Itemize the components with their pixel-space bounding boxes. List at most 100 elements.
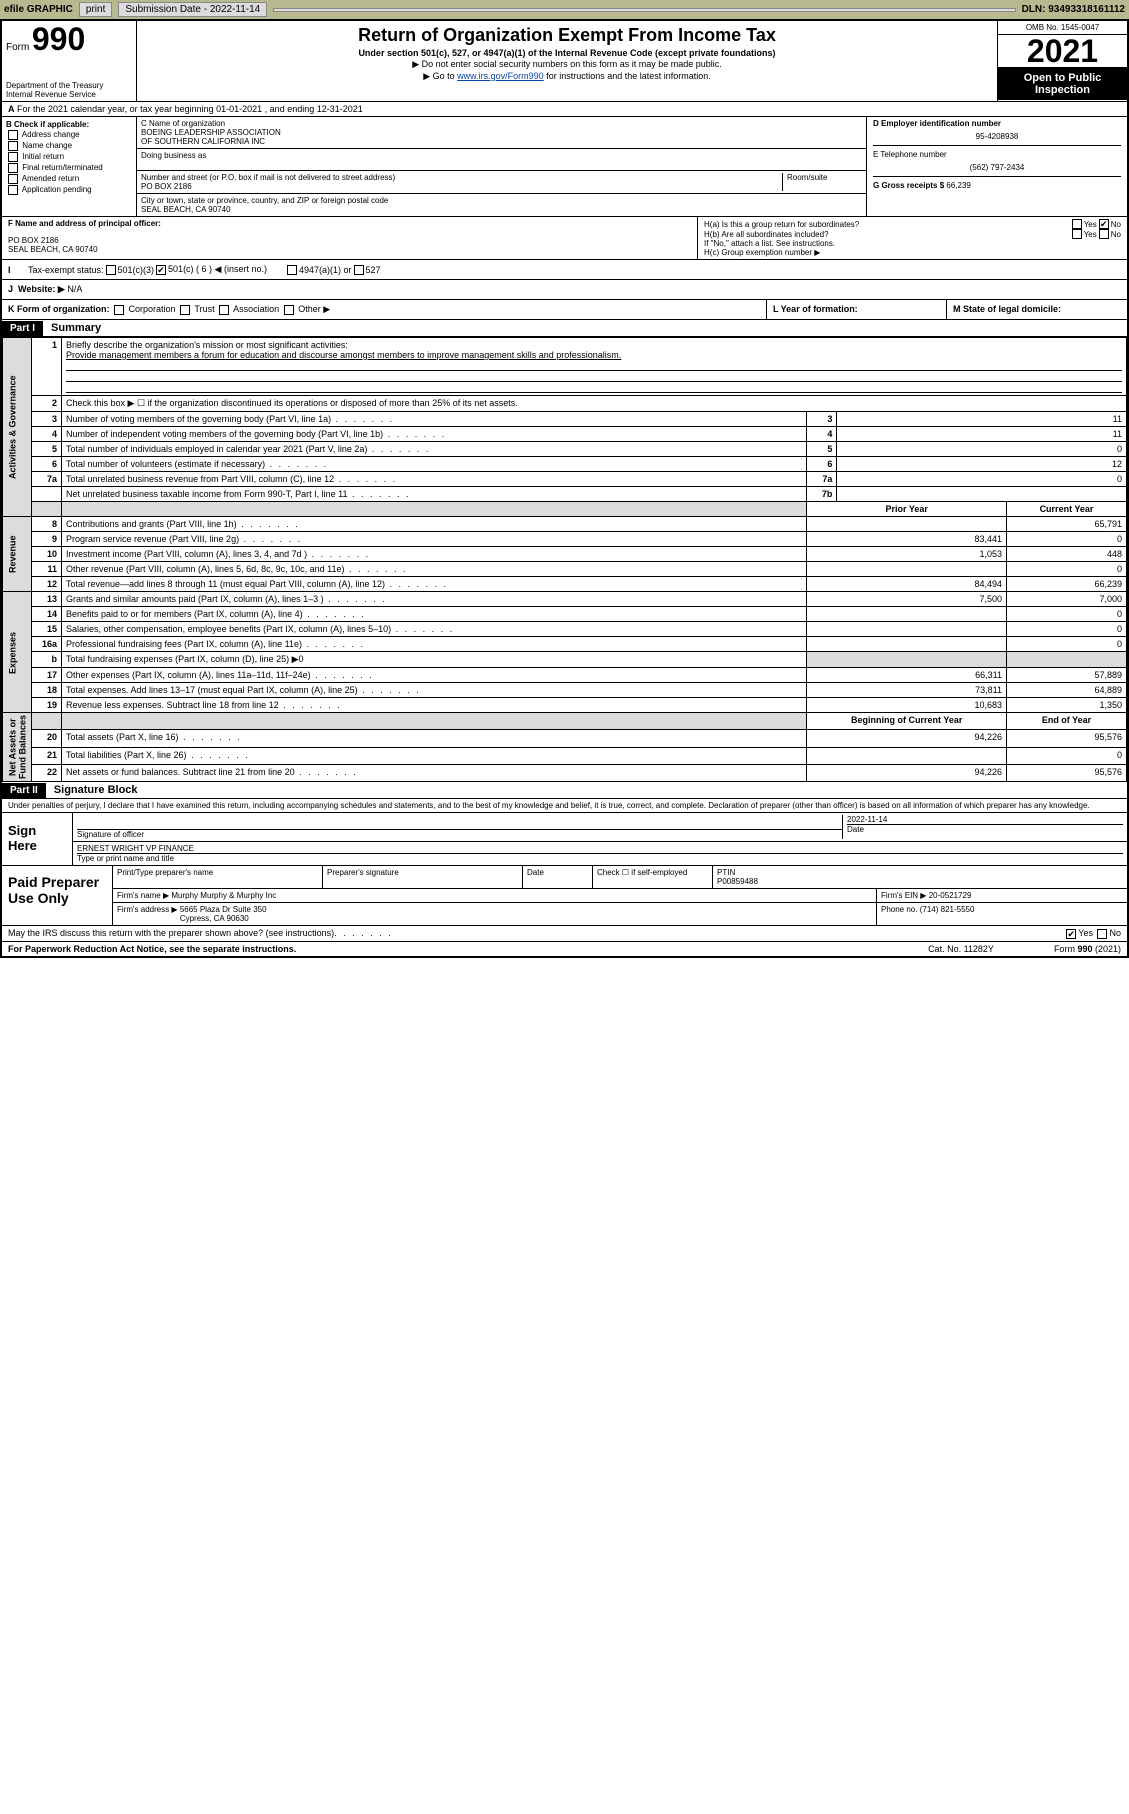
chk-501c3[interactable] <box>106 265 116 275</box>
submission-date: Submission Date - 2022-11-14 <box>118 2 267 17</box>
phone-label: E Telephone number <box>873 150 1121 159</box>
l1-label: Briefly describe the organization's miss… <box>66 340 348 350</box>
tax-year: 2021 <box>998 35 1127 68</box>
pra-notice: For Paperwork Reduction Act Notice, see … <box>8 944 296 954</box>
chk-pending[interactable]: Application pending <box>6 185 132 195</box>
chk-assoc[interactable] <box>219 305 229 315</box>
print-button[interactable]: print <box>79 2 112 17</box>
chk-initial[interactable]: Initial return <box>6 152 132 162</box>
row-i: I Tax-exempt status: 501(c)(3) ✔ 501(c) … <box>2 260 1127 280</box>
chk-4947[interactable] <box>287 265 297 275</box>
dba-block: Doing business as <box>137 149 866 171</box>
tab-activities: Activities & Governance <box>3 338 32 517</box>
end-year-hdr: End of Year <box>1007 713 1127 730</box>
summary-table: Activities & Governance 1 Briefly descri… <box>2 337 1127 782</box>
f-addr: PO BOX 2186 SEAL BEACH, CA 90740 <box>8 236 691 254</box>
col-d: D Employer identification number 95-4208… <box>867 117 1127 216</box>
chk-501c[interactable]: ✔ <box>156 265 166 275</box>
firm-ein: 20-0521729 <box>929 891 972 900</box>
ein-block: D Employer identification number 95-4208… <box>873 119 1121 146</box>
tab-expenses: Expenses <box>3 592 32 713</box>
hb-no[interactable] <box>1099 229 1109 239</box>
paid-label: Paid Preparer Use Only <box>2 866 112 925</box>
addr-label: Number and street (or P.O. box if mail i… <box>141 173 782 182</box>
col-c: C Name of organization BOEING LEADERSHIP… <box>137 117 867 216</box>
city: SEAL BEACH, CA 90740 <box>141 205 862 214</box>
sig-officer-label: Signature of officer <box>77 829 842 839</box>
prep-date-hdr: Date <box>523 866 593 888</box>
room-label: Room/suite <box>782 173 862 191</box>
l1-val: Provide management members a forum for e… <box>66 350 621 360</box>
chk-trust[interactable] <box>180 305 190 315</box>
dln: DLN: 93493318161112 <box>1022 4 1125 15</box>
l-label: L Year of formation: <box>773 304 858 314</box>
sig-date-val: 2022-11-14 <box>847 815 1123 824</box>
discuss-label: May the IRS discuss this return with the… <box>8 928 334 938</box>
hc-label: H(c) Group exemption number ▶ <box>704 248 1121 257</box>
gross: 66,239 <box>946 181 970 190</box>
discuss-yes[interactable]: ✔ <box>1066 929 1076 939</box>
sub3-pre: ▶ Go to <box>423 71 457 81</box>
efile-label: efile GRAPHIC <box>4 4 73 15</box>
beg-year-hdr: Beginning of Current Year <box>807 713 1007 730</box>
section-bcd: B Check if applicable: Address change Na… <box>2 117 1127 217</box>
org-name-block: C Name of organization BOEING LEADERSHIP… <box>137 117 866 149</box>
part2-badge: Part II <box>2 783 46 798</box>
sign-here-label: Sign Here <box>2 813 72 865</box>
header-right: OMB No. 1545-0047 2021 Open to Public In… <box>997 21 1127 101</box>
prior-year-hdr: Prior Year <box>807 502 1007 517</box>
city-block: City or town, state or province, country… <box>137 194 866 216</box>
name-label: C Name of organization <box>141 119 862 128</box>
chk-other[interactable] <box>284 305 294 315</box>
chk-name[interactable]: Name change <box>6 141 132 151</box>
m-label: M State of legal domicile: <box>953 304 1061 314</box>
cat-no: Cat. No. 11282Y <box>928 944 994 954</box>
prep-check: Check ☐ if self-employed <box>593 866 713 888</box>
irs-link[interactable]: www.irs.gov/Form990 <box>457 71 544 81</box>
ptin: P00859488 <box>717 877 758 886</box>
officer-name: ERNEST WRIGHT VP FINANCE <box>77 844 1123 853</box>
chk-527[interactable] <box>354 265 364 275</box>
firm-name: Murphy Murphy & Murphy Inc <box>171 891 276 900</box>
f-label: F Name and address of principal officer: <box>8 219 691 228</box>
dept-treasury: Department of the Treasury Internal Reve… <box>6 81 132 99</box>
form-page: Form 990 Department of the Treasury Inte… <box>0 19 1129 958</box>
name-title-label: Type or print name and title <box>77 853 1123 863</box>
discuss-no[interactable] <box>1097 929 1107 939</box>
form-number: 990 <box>32 21 85 57</box>
website-label: Website: ▶ <box>18 284 65 294</box>
org-name: BOEING LEADERSHIP ASSOCIATION OF SOUTHER… <box>141 128 862 146</box>
dba-label: Doing business as <box>141 151 862 160</box>
footer: For Paperwork Reduction Act Notice, see … <box>2 942 1127 956</box>
declaration: Under penalties of perjury, I declare th… <box>2 799 1127 813</box>
preparer-row: Paid Preparer Use Only Print/Type prepar… <box>2 866 1127 926</box>
firm-phone: (714) 821-5550 <box>920 905 975 914</box>
hb-label: H(b) Are all subordinates included? <box>704 230 1070 239</box>
form-ref: Form 990 (2021) <box>1054 944 1121 954</box>
phone: (562) 797-2434 <box>873 163 1121 172</box>
part2-header: Part II Signature Block <box>2 782 1127 799</box>
chk-address[interactable]: Address change <box>6 130 132 140</box>
row-j: J Website: ▶ N/A <box>2 280 1127 300</box>
chk-amended[interactable]: Amended return <box>6 174 132 184</box>
ha-yes[interactable] <box>1072 219 1082 229</box>
line-a: A For the 2021 calendar year, or tax yea… <box>2 102 1127 117</box>
hb-yes[interactable] <box>1072 229 1082 239</box>
col-h: H(a) Is this a group return for subordin… <box>697 217 1127 259</box>
part2-title: Signature Block <box>46 782 146 798</box>
gross-block: G Gross receipts $ 66,239 <box>873 181 1121 190</box>
prep-name-hdr: Print/Type preparer's name <box>113 866 323 888</box>
form-header: Form 990 Department of the Treasury Inte… <box>2 21 1127 102</box>
discuss-row: May the IRS discuss this return with the… <box>2 926 1127 942</box>
phone-block: E Telephone number (562) 797-2434 <box>873 150 1121 177</box>
sub3-post: for instructions and the latest informat… <box>544 71 711 81</box>
addr-block: Number and street (or P.O. box if mail i… <box>137 171 866 194</box>
ha-no[interactable]: ✔ <box>1099 219 1109 229</box>
firm-addr: 5665 Plaza Dr Suite 350 Cypress, CA 9063… <box>180 905 267 923</box>
part1-title: Summary <box>43 320 109 336</box>
chk-final[interactable]: Final return/terminated <box>6 163 132 173</box>
prep-sig-hdr: Preparer's signature <box>323 866 523 888</box>
subtitle-1: Under section 501(c), 527, or 4947(a)(1)… <box>145 48 989 58</box>
chk-corp[interactable] <box>114 305 124 315</box>
col-b-label: B Check if applicable: <box>6 120 132 129</box>
